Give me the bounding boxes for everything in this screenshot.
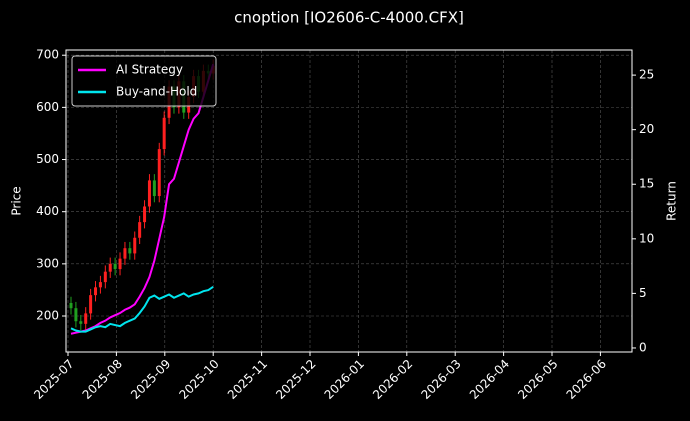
y-tick-label: 700 [36,48,59,62]
candle-body [152,180,156,197]
candle-body [138,222,142,238]
candle-body [123,248,127,259]
candle-body [79,321,83,324]
candle-body [89,295,93,314]
candle-body [94,287,98,296]
y-tick-label: 600 [36,100,59,114]
candle-body [98,282,102,288]
candle-body [147,180,151,207]
candle-body [84,313,88,324]
candle-body [128,248,132,254]
series-line [70,286,214,333]
y2-tick-label: 15 [639,177,654,191]
legend-box [71,55,217,107]
candle-body [162,117,166,150]
y2-tick-label: 5 [639,286,647,300]
y2-tick-label: 10 [639,231,654,245]
legend-label: Buy-and-Hold [116,85,197,99]
candle-body [118,258,122,270]
y2-axis-label: Return [665,181,679,221]
candle-body [108,263,112,272]
plot-frame [65,49,633,353]
y-tick-label: 400 [36,204,59,218]
candle-body [69,302,73,309]
legend-label: AI Strategy [116,63,183,77]
y-axis-label: Price [10,186,24,215]
candle-body [103,271,107,283]
candle-body [133,237,137,254]
candle-body [74,308,78,322]
y-tick-label: 200 [36,309,59,323]
chart-title: cnoption [IO2606-C-4000.CFX] [234,9,464,27]
candle-body [143,206,147,223]
y2-tick-label: 20 [639,122,654,136]
y-tick-label: 500 [36,152,59,166]
y-tick-label: 300 [36,256,59,270]
y2-tick-label: 0 [639,340,647,354]
y2-tick-label: 25 [639,68,654,82]
candle-body [113,263,117,270]
candle-body [157,149,161,197]
